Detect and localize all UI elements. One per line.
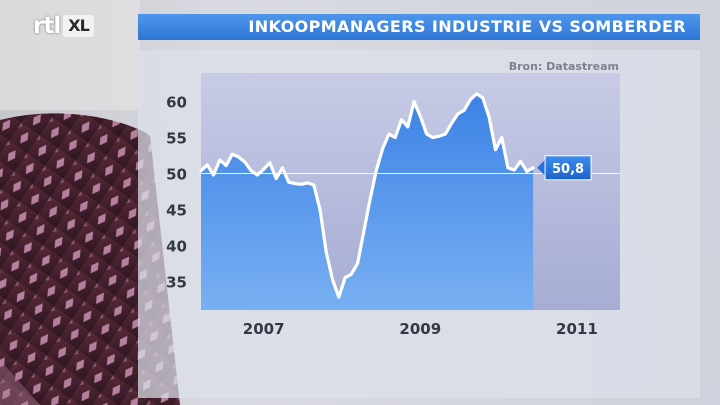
source-label: Bron: Datastream — [509, 60, 619, 73]
logo-brand: rtl — [33, 13, 61, 39]
y-axis-ticks: 35 40 45 50 55 60 — [166, 94, 187, 292]
callout-box — [544, 155, 592, 181]
series-line — [199, 92, 535, 299]
callout-pointer — [537, 159, 546, 176]
chart-title: INKOOPMANAGERS INDUSTRIE VS SOMBERDER — [248, 17, 686, 36]
channel-logo: rtl XL — [33, 12, 94, 40]
last-value-label: 50,8 — [552, 162, 584, 177]
series-area-fill — [201, 93, 534, 310]
last-value-callout: 50,8 — [537, 155, 592, 181]
x-tick-label: 2007 — [243, 320, 285, 338]
y-tick-label: 60 — [166, 94, 187, 112]
y-tick-label: 50 — [166, 166, 187, 184]
y-tick-label: 40 — [166, 237, 187, 255]
title-bar: INKOOPMANAGERS INDUSTRIE VS SOMBERDER — [138, 14, 700, 40]
x-tick-label: 2011 — [556, 320, 598, 338]
y-tick-label: 55 — [166, 130, 187, 148]
x-axis-ticks: 2007 2009 2011 — [243, 320, 598, 338]
y-tick-label: 35 — [166, 273, 187, 291]
y-tick-label: 45 — [166, 201, 187, 219]
x-tick-label: 2009 — [399, 320, 441, 338]
logo-channel: XL — [63, 15, 94, 37]
